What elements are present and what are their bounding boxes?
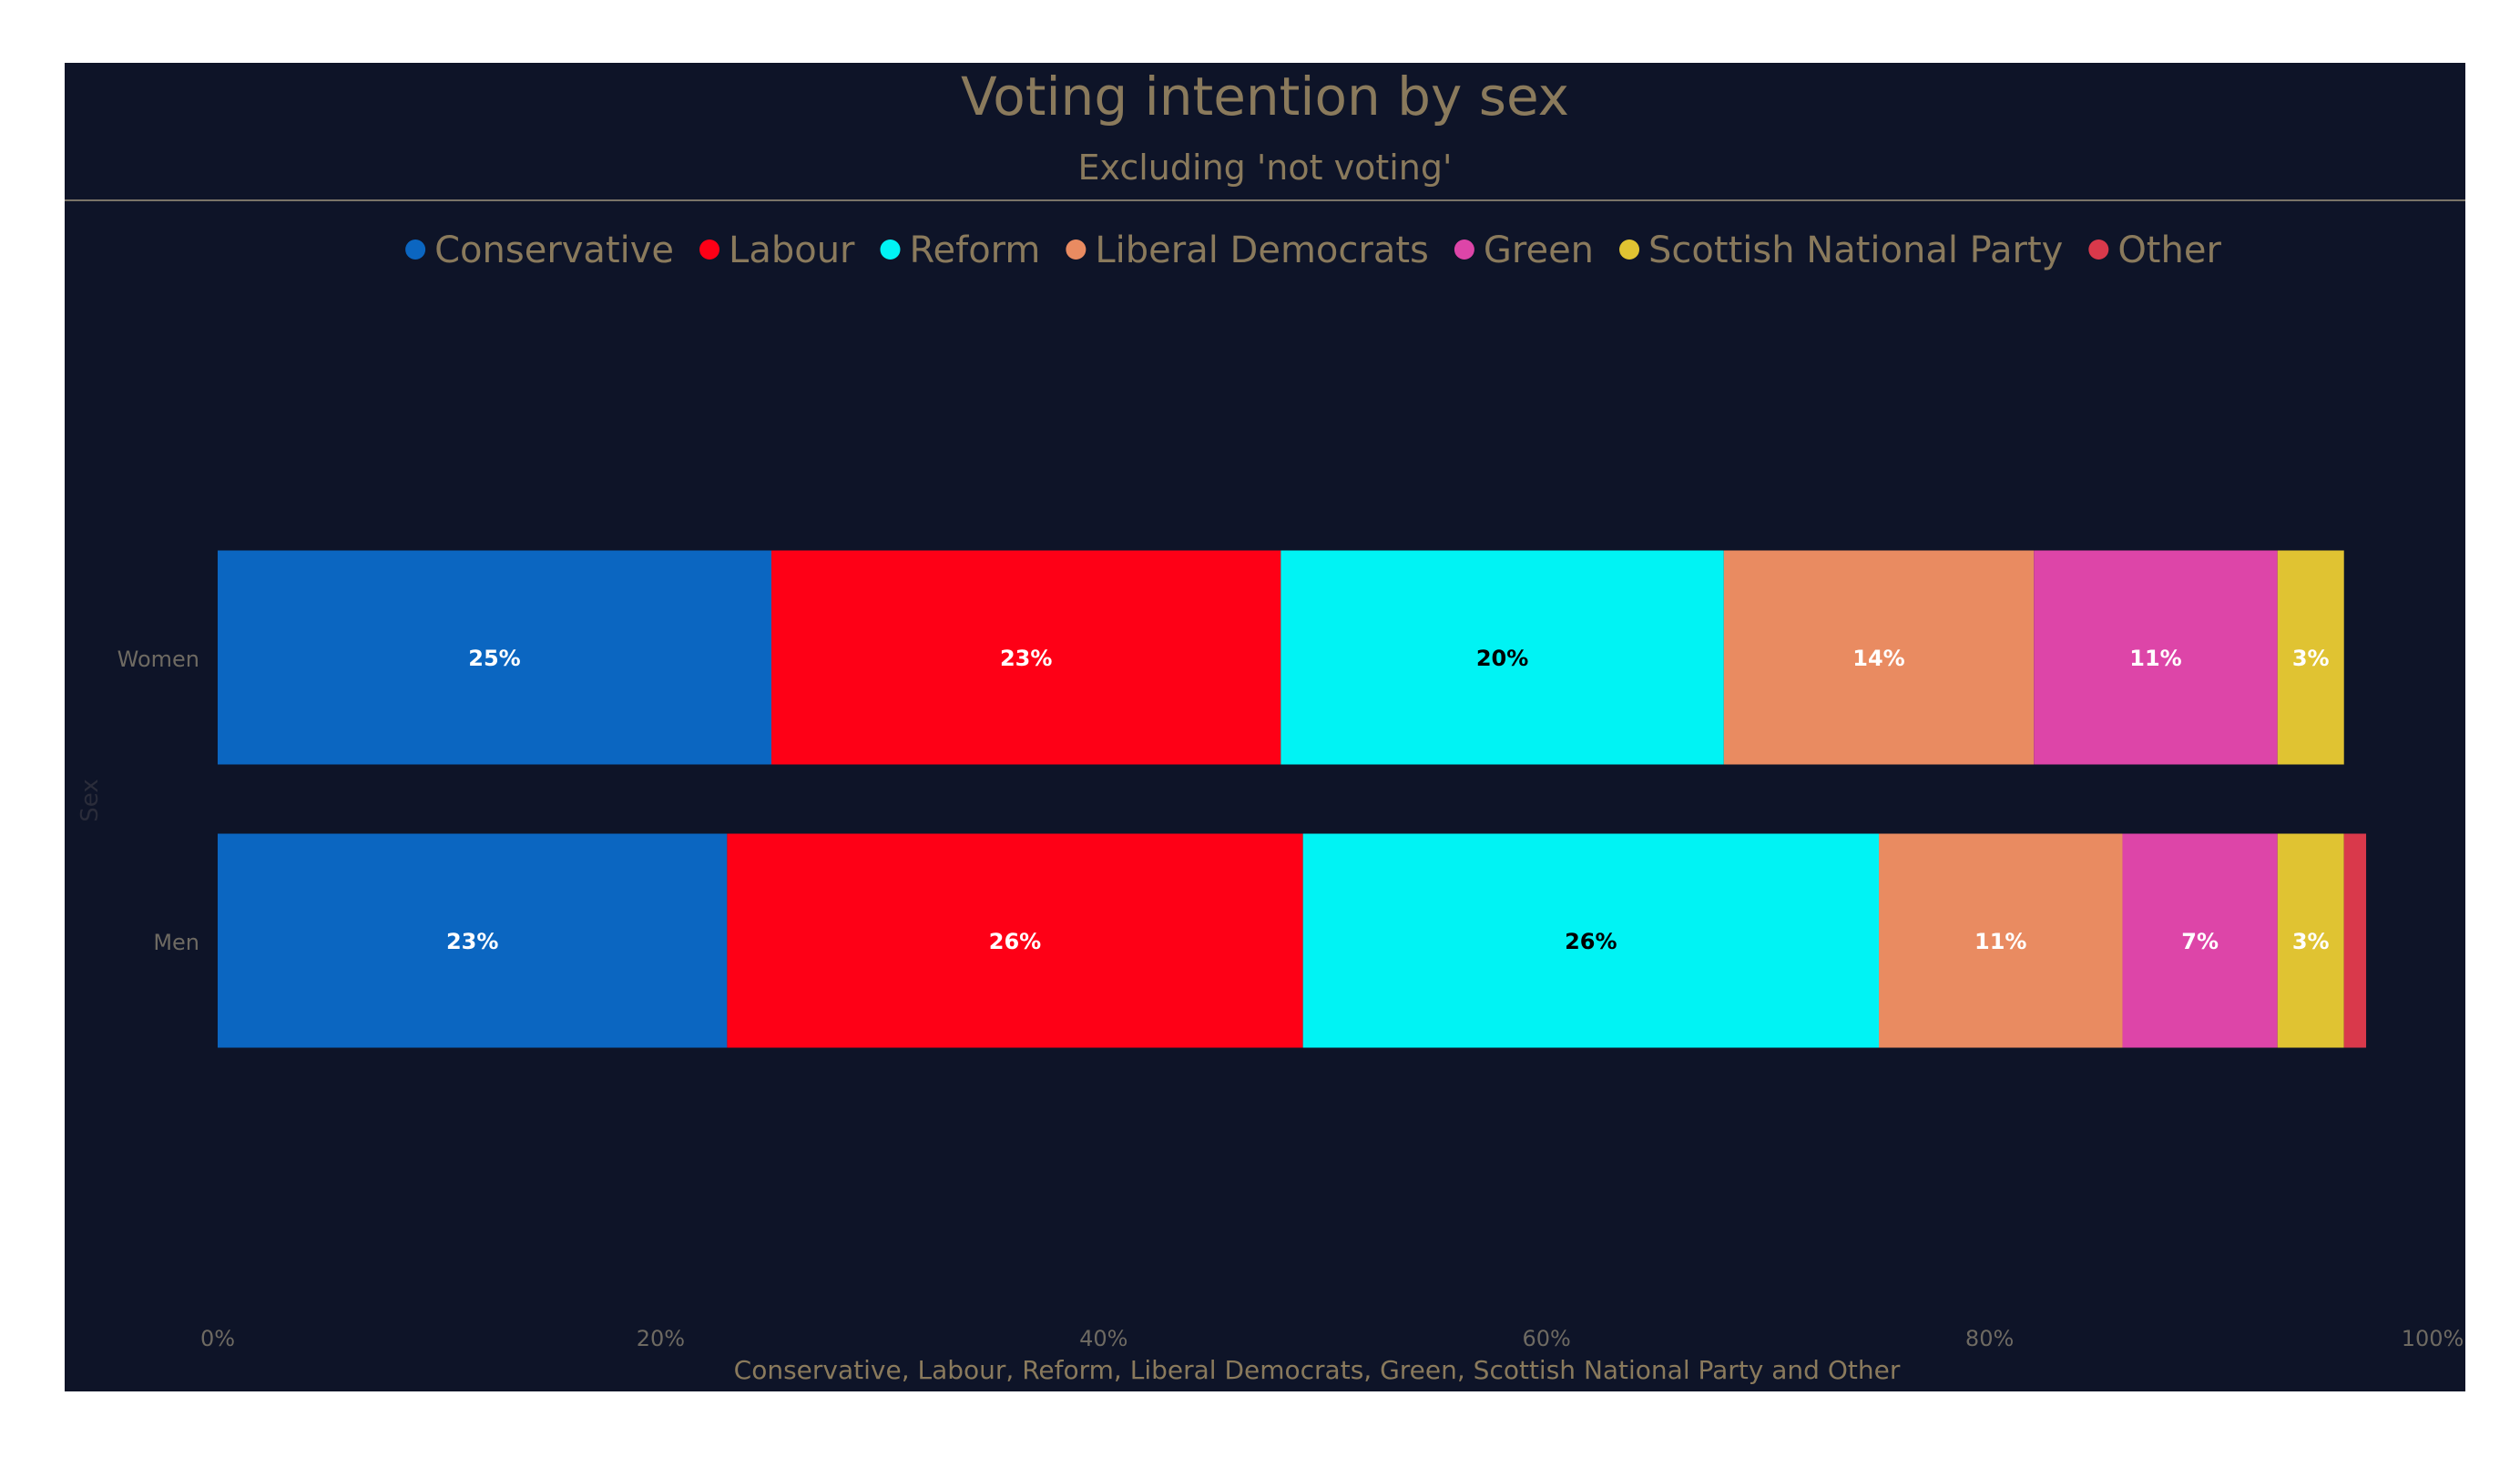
bar-men-green[interactable]: [2122, 833, 2278, 1048]
bar-women-liberal-democrats[interactable]: [1723, 550, 2035, 765]
legend-marker: [1454, 239, 1474, 260]
data-label-women-scottish-national-party: 3%: [2292, 646, 2330, 671]
data-label-women-green: 11%: [2129, 646, 2181, 671]
x-tick-label: 60%: [1523, 1326, 1571, 1351]
data-label-men-conservative: 23%: [446, 929, 498, 954]
legend-marker: [699, 239, 720, 260]
x-tick-label: 40%: [1079, 1326, 1127, 1351]
legend-item-liberal-democrats[interactable]: Liberal Democrats: [1066, 229, 1429, 271]
bar-men-liberal-democrats[interactable]: [1879, 833, 2123, 1048]
legend-marker: [1066, 239, 1087, 260]
legend-marker: [1619, 239, 1640, 260]
legend-item-reform[interactable]: Reform: [880, 229, 1041, 271]
bar-area: 25% 23% 20% 14% 11% 3% 23% 26% 26% 11% 7% 3%: [218, 550, 2367, 1048]
legend-label: Labour: [729, 229, 855, 271]
chart-canvas: Voting intention by sex Excluding 'not v…: [65, 66, 2465, 1385]
x-tick-label: 80%: [1965, 1326, 2014, 1351]
bar-women-green[interactable]: [2034, 550, 2278, 765]
data-label-men-labour: 26%: [989, 929, 1041, 954]
legend-marker: [405, 239, 426, 260]
data-label-men-liberal-democrats: 11%: [1974, 929, 2026, 954]
bar-women-reform[interactable]: [1280, 550, 1724, 765]
legend-label: Conservative: [434, 229, 674, 271]
chart-title: Voting intention by sex: [961, 66, 1569, 127]
legend-label: Reform: [910, 229, 1041, 271]
legend-label: Scottish National Party: [1648, 229, 2063, 271]
y-axis-title: Sex: [77, 779, 104, 821]
legend-marker: [880, 239, 901, 260]
data-label-women-reform: 20%: [1476, 646, 1528, 671]
bar-women-scottish-national-party[interactable]: [2277, 550, 2344, 765]
x-tick-label: 20%: [637, 1326, 685, 1351]
chart-panel: Voting intention by sex Excluding 'not v…: [65, 63, 2465, 1391]
legend-label: Green: [1484, 229, 1594, 271]
x-axis-ticks: 0% 20% 40% 60% 80% 100%: [200, 1326, 2464, 1351]
legend-item-conservative[interactable]: Conservative: [405, 229, 674, 271]
data-label-men-scottish-national-party: 3%: [2292, 929, 2330, 954]
bar-women-conservative[interactable]: [218, 550, 771, 765]
data-label-men-green: 7%: [2181, 929, 2219, 954]
bar-men-reform[interactable]: [1302, 833, 1879, 1048]
legend-item-labour[interactable]: Labour: [699, 229, 855, 271]
x-axis-title: Conservative, Labour, Reform, Liberal De…: [734, 1355, 1901, 1385]
x-tick-label: 0%: [200, 1326, 235, 1351]
legend-marker: [2088, 239, 2109, 260]
data-label-women-conservative: 25%: [468, 646, 520, 671]
legend-label: Other: [2117, 229, 2221, 271]
legend-item-scottish-national-party[interactable]: Scottish National Party: [1619, 229, 2063, 271]
data-label-men-reform: 26%: [1565, 929, 1617, 954]
chart-subtitle: Excluding 'not voting': [1078, 148, 1453, 188]
data-label-women-labour: 23%: [1000, 646, 1052, 671]
bar-men-conservative[interactable]: [218, 833, 728, 1048]
bar-women-labour[interactable]: [771, 550, 1281, 765]
legend-item-other[interactable]: Other: [2088, 229, 2221, 271]
data-label-women-liberal-democrats: 14%: [1852, 646, 1904, 671]
x-tick-label: 100%: [2402, 1326, 2464, 1351]
chart-legend: Conservative Labour Reform Liberal Democrat…: [405, 229, 2221, 271]
legend-item-green[interactable]: Green: [1454, 229, 1594, 271]
bar-men-scottish-national-party[interactable]: [2277, 833, 2344, 1048]
y-axis-labels: Women Men: [117, 647, 199, 955]
y-tick-label-women: Women: [117, 647, 199, 672]
legend-label: Liberal Democrats: [1095, 229, 1429, 271]
y-tick-label-men: Men: [153, 930, 199, 955]
bar-men-other[interactable]: [2343, 833, 2367, 1048]
bar-men-labour[interactable]: [727, 833, 1303, 1048]
